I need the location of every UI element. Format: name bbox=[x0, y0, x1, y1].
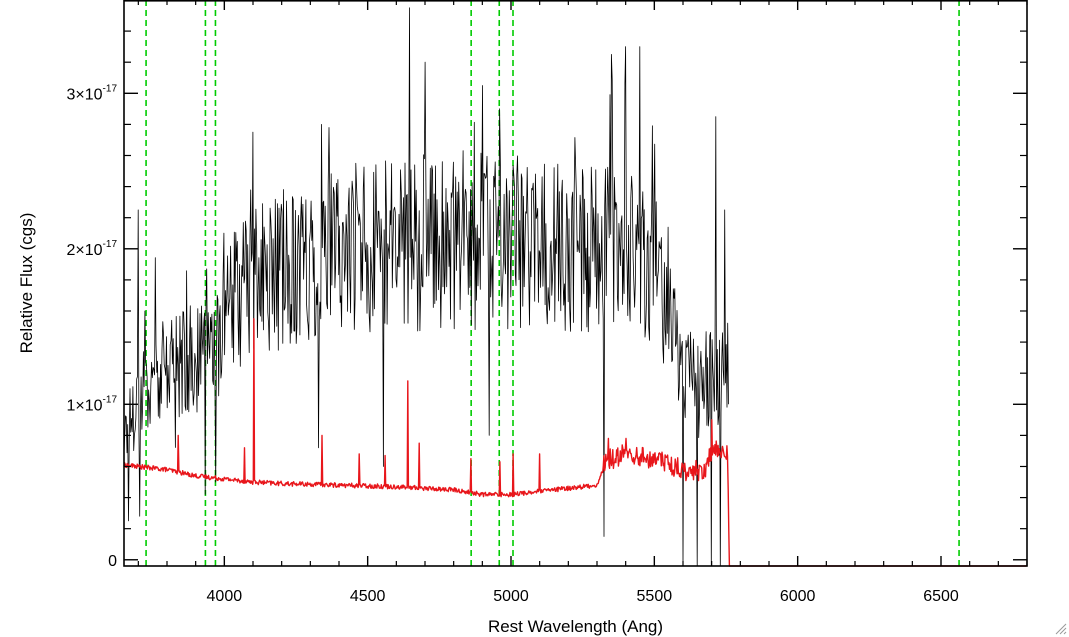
x-tick-label-2: 5000 bbox=[493, 588, 529, 605]
x-tick-label-4: 6000 bbox=[780, 588, 816, 605]
y-tick-label-2: 2×10-17 bbox=[67, 239, 118, 259]
resize-grip-icon[interactable] bbox=[1053, 621, 1067, 635]
x-tick-label-0: 4000 bbox=[207, 588, 243, 605]
y-axis-title: Relative Flux (cgs) bbox=[17, 213, 36, 354]
y-tick-label-0: 0 bbox=[108, 553, 117, 570]
plot-frame bbox=[123, 0, 1028, 567]
y-tick-label-3: 3×10-17 bbox=[67, 83, 118, 103]
y-tick-label-1: 1×10-17 bbox=[67, 394, 118, 414]
x-tick-label-5: 6500 bbox=[923, 588, 959, 605]
series-line-1 bbox=[123, 318, 1027, 567]
x-axis-title: Rest Wavelength (Ang) bbox=[488, 617, 663, 636]
x-tick-label-3: 5500 bbox=[637, 588, 673, 605]
x-tick-label-1: 4500 bbox=[350, 588, 386, 605]
series-line-0 bbox=[123, 7, 729, 567]
